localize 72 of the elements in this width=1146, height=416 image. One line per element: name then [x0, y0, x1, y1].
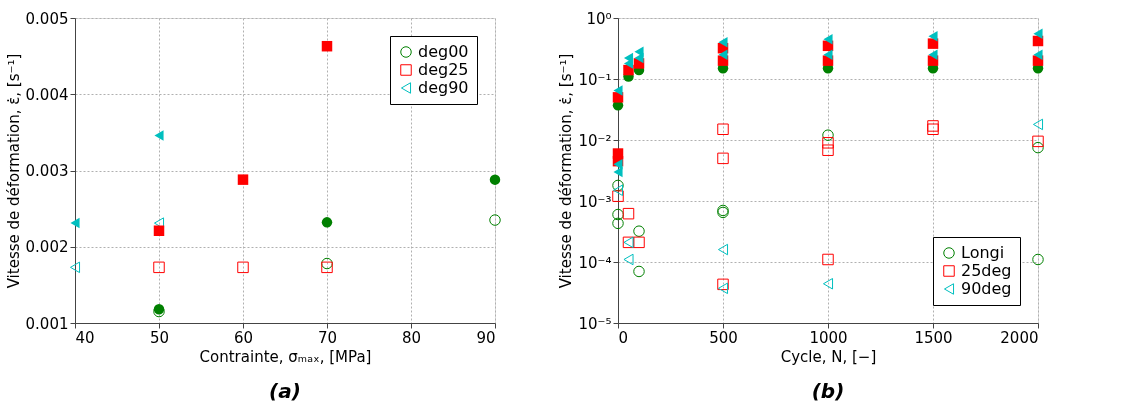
text: (b)	[811, 379, 845, 403]
y-axis-title: Vitesse de déformation, ε̇, [s⁻¹]	[557, 53, 576, 289]
point	[1032, 141, 1044, 154]
x-tick-label: 500	[709, 328, 738, 347]
x-tick-label: 50	[149, 328, 170, 347]
x-tick-label: 60	[233, 328, 254, 347]
legend-label: deg25	[418, 60, 469, 79]
legend-label: 25deg	[961, 261, 1012, 280]
y-tick-label: 10⁻²	[578, 131, 612, 150]
point	[718, 37, 728, 48]
point	[1032, 118, 1044, 131]
point	[928, 49, 938, 60]
point	[928, 31, 938, 42]
x-tick-label: 0	[618, 328, 629, 347]
x-tick-label: 1000	[809, 328, 848, 347]
legend-label: deg00	[418, 42, 469, 61]
y-tick-label: 0.003	[25, 162, 69, 180]
point	[613, 85, 623, 96]
x-tick-label: 80	[401, 328, 422, 347]
y-tick-label: 10⁻³	[578, 192, 612, 211]
point	[623, 52, 634, 64]
legend-label: deg90	[418, 78, 469, 97]
y-tick-label: 0.002	[25, 238, 69, 257]
y-tick-label: 0.005	[25, 9, 69, 28]
legend-label: 90deg	[961, 279, 1012, 298]
legend-label: Longi	[961, 243, 1005, 262]
point	[622, 207, 635, 220]
y-tick-label: 0.001	[25, 314, 69, 333]
y-tick-label: 10⁻¹	[578, 70, 612, 89]
point	[1033, 49, 1043, 60]
point	[717, 282, 729, 295]
point	[623, 253, 634, 266]
point	[718, 49, 728, 60]
point	[717, 152, 729, 165]
x-tick-label: 40	[75, 328, 95, 347]
point	[1032, 253, 1044, 266]
y-tick-label: 10⁻⁵	[578, 314, 612, 333]
point	[822, 137, 834, 149]
point	[822, 129, 834, 141]
x-axis-title: Contrainte, σₘₐₓ, [MPa]	[199, 347, 372, 366]
point	[717, 123, 729, 135]
x-tick-label: 90	[476, 328, 496, 347]
point	[613, 166, 623, 178]
y-axis-title: Vitesse de déformation, ε̇, [s⁻¹]	[4, 53, 23, 289]
point	[633, 265, 645, 278]
point	[717, 243, 729, 256]
point	[612, 208, 624, 221]
point	[612, 184, 624, 196]
point	[823, 33, 833, 45]
point	[612, 148, 624, 159]
x-axis-title: Cycle, N, [−]	[780, 347, 877, 366]
point	[717, 278, 729, 291]
point	[612, 179, 624, 192]
point	[822, 278, 834, 290]
point	[633, 225, 645, 237]
point	[634, 46, 644, 57]
y-tick-label: 10⁻⁴	[578, 253, 612, 272]
point	[613, 159, 623, 170]
point	[1033, 28, 1043, 40]
x-tick-label: 1500	[914, 328, 953, 347]
point	[822, 144, 834, 156]
y-tick-label: 0.004	[25, 85, 69, 104]
point	[623, 64, 634, 76]
point	[823, 49, 833, 60]
y-tick-label: 10⁰	[586, 9, 612, 28]
point	[1032, 135, 1044, 148]
x-tick-label: 2000	[1000, 328, 1039, 347]
point	[612, 217, 624, 230]
point	[822, 253, 834, 266]
text: (a)	[269, 379, 301, 403]
x-tick-label: 70	[317, 328, 338, 347]
point	[612, 190, 624, 202]
